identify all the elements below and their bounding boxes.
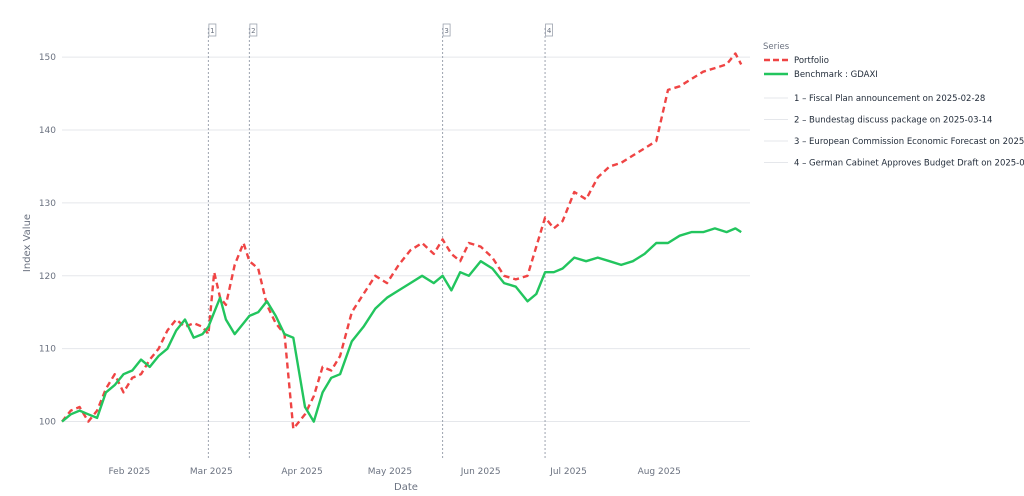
event-badge-3[interactable] — [442, 23, 451, 37]
event-badge-label: 4 — [547, 27, 552, 35]
legend-item-1[interactable]: Benchmark : GDAXI — [794, 70, 878, 80]
grid-layer — [62, 56, 750, 423]
event-badge-2[interactable] — [249, 23, 258, 37]
event-badge-label: 3 — [444, 27, 448, 35]
series-line-1[interactable] — [61, 227, 742, 423]
event-badge-4[interactable] — [545, 23, 553, 37]
x-tick-label: Jul 2025 — [549, 467, 587, 477]
x-axis-title: Date — [394, 482, 418, 493]
legend-title: Series — [763, 42, 790, 52]
x-tick-label: Aug 2025 — [638, 467, 681, 477]
y-axis-title: Index Value — [22, 214, 33, 272]
event-badge-label: 2 — [251, 27, 255, 35]
y-tick-label: 150 — [39, 53, 56, 63]
event-badge-1[interactable] — [208, 23, 217, 37]
y-tick-label: 130 — [39, 199, 56, 209]
axes: 100 110 120 130 140 150 Feb 2025 Mar 2025 Apr 20… — [22, 53, 681, 493]
y-tick-label: 120 — [39, 272, 56, 282]
event-badge-label: 1 — [210, 27, 214, 35]
legend-item-0[interactable]: Portfolio — [794, 56, 829, 66]
series-layer — [61, 52, 743, 430]
legend-event-3[interactable]: 3 – European Commission Economic Forecas… — [794, 137, 1024, 147]
legend-event-1[interactable]: 1 – Fiscal Plan announcement on 2025-02-… — [794, 94, 985, 104]
y-tick-label: 100 — [39, 418, 56, 428]
y-tick-label: 110 — [39, 345, 56, 355]
y-tick-label: 140 — [39, 126, 56, 136]
event-markers: 1 2 3 4 — [207, 23, 553, 458]
legend[interactable]: Series Portfolio Benchmark : GDAXI 1 – Fisc… — [763, 42, 1024, 169]
x-tick-label: Feb 2025 — [108, 467, 150, 477]
x-tick-label: May 2025 — [368, 467, 412, 477]
legend-event-2[interactable]: 2 – Bundestag discuss package on 2025-03… — [794, 116, 992, 126]
series-line-0[interactable] — [61, 52, 743, 430]
x-tick-label: Jun 2025 — [460, 467, 501, 477]
legend-event-4[interactable]: 4 – German Cabinet Approves Budget Draft… — [794, 159, 1024, 169]
x-tick-label: Apr 2025 — [281, 467, 322, 477]
x-tick-label: Mar 2025 — [190, 467, 233, 477]
